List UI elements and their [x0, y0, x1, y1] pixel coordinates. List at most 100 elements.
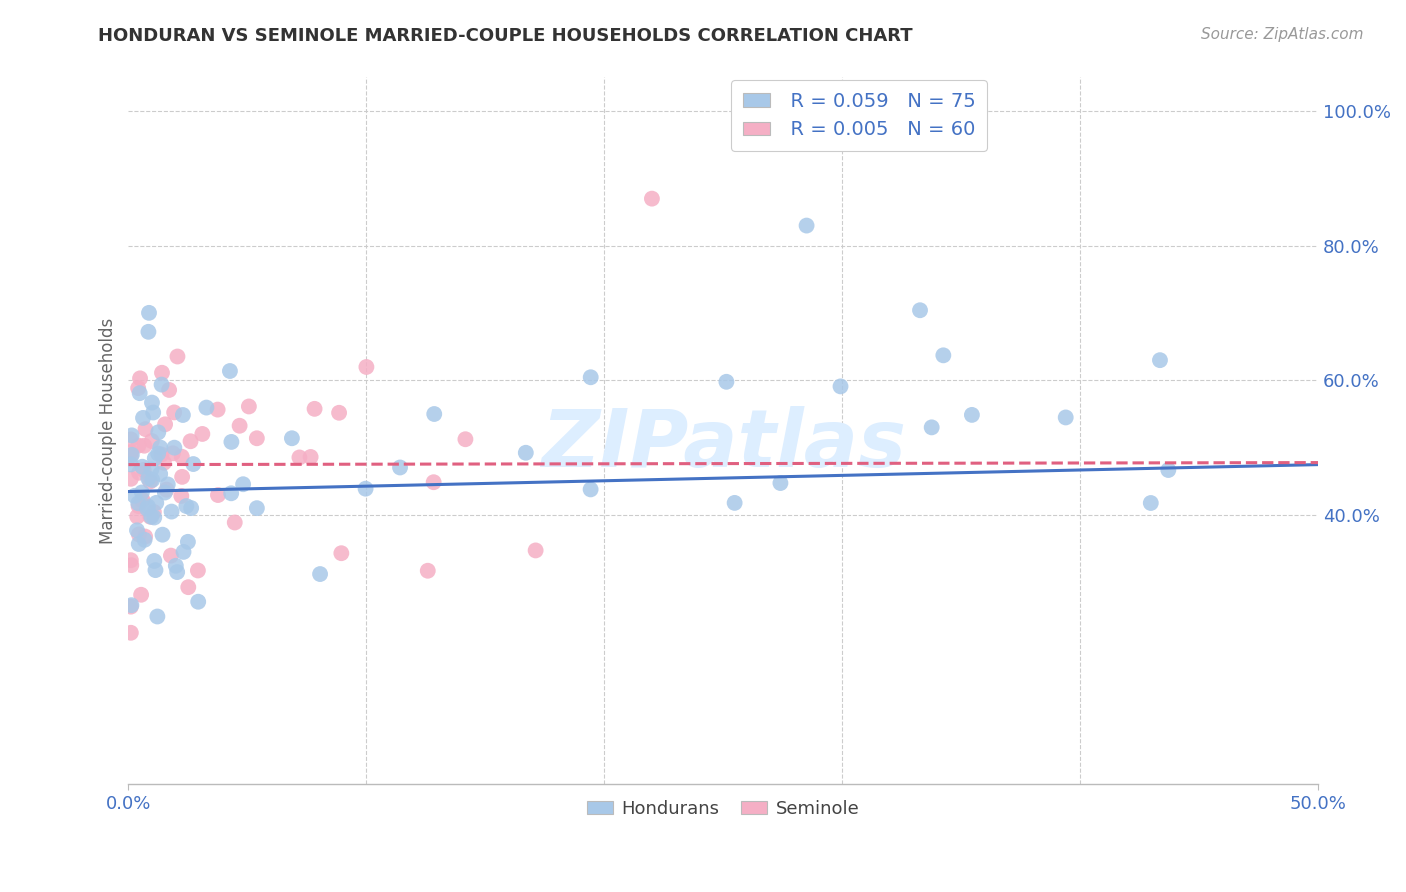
- Text: ZIPatlas: ZIPatlas: [541, 406, 905, 484]
- Point: [124, 489, 146, 503]
- Point: [134, 533, 156, 547]
- Point: [142, 405, 165, 419]
- Point: [153, 456, 176, 470]
- Point: [143, 451, 166, 466]
- Point: [177, 580, 200, 594]
- Point: [166, 350, 188, 364]
- Point: [155, 483, 177, 497]
- Point: [120, 598, 142, 612]
- Point: [141, 509, 163, 524]
- Point: [163, 441, 186, 455]
- Point: [579, 483, 602, 497]
- Point: [134, 422, 156, 436]
- Point: [187, 595, 209, 609]
- Point: [309, 567, 332, 582]
- Legend: Hondurans, Seminole: Hondurans, Seminole: [581, 792, 866, 825]
- Point: [224, 516, 246, 530]
- Point: [166, 565, 188, 579]
- Point: [165, 558, 187, 573]
- Point: [120, 458, 142, 472]
- Point: [156, 477, 179, 491]
- Point: [422, 475, 444, 490]
- Point: [172, 408, 194, 422]
- Point: [515, 446, 537, 460]
- Point: [131, 493, 153, 508]
- Point: [163, 405, 186, 419]
- Point: [136, 471, 159, 485]
- Point: [153, 417, 176, 432]
- Point: [141, 395, 163, 409]
- Point: [299, 450, 322, 464]
- Point: [149, 441, 172, 455]
- Point: [146, 609, 169, 624]
- Point: [423, 407, 446, 421]
- Point: [173, 545, 195, 559]
- Point: [389, 460, 412, 475]
- Point: [120, 433, 142, 447]
- Point: [170, 489, 193, 503]
- Point: [138, 306, 160, 320]
- Text: HONDURAN VS SEMINOLE MARRIED-COUPLE HOUSEHOLDS CORRELATION CHART: HONDURAN VS SEMINOLE MARRIED-COUPLE HOUS…: [98, 27, 912, 45]
- Point: [579, 370, 602, 384]
- Text: Source: ZipAtlas.com: Source: ZipAtlas.com: [1201, 27, 1364, 42]
- Point: [136, 500, 159, 514]
- Point: [180, 501, 202, 516]
- Point: [908, 303, 931, 318]
- Point: [416, 564, 439, 578]
- Point: [125, 524, 148, 538]
- Point: [354, 482, 377, 496]
- Point: [150, 448, 173, 462]
- Point: [524, 543, 547, 558]
- Point: [162, 446, 184, 460]
- Point: [134, 529, 156, 543]
- Point: [120, 558, 142, 573]
- Point: [141, 473, 163, 487]
- Point: [246, 431, 269, 445]
- Point: [127, 509, 149, 524]
- Point: [221, 434, 243, 449]
- Point: [131, 492, 153, 507]
- Point: [131, 485, 153, 500]
- Point: [128, 537, 150, 551]
- Point: [127, 439, 149, 453]
- Point: [134, 439, 156, 453]
- Point: [172, 470, 194, 484]
- Point: [219, 486, 242, 500]
- Point: [128, 386, 150, 401]
- Point: [132, 463, 155, 477]
- Point: [830, 379, 852, 393]
- Point: [769, 476, 792, 491]
- Point: [145, 496, 167, 510]
- Point: [1139, 496, 1161, 510]
- Point: [207, 402, 229, 417]
- Point: [121, 428, 143, 442]
- Point: [143, 510, 166, 524]
- Point: [121, 448, 143, 462]
- Point: [160, 549, 183, 563]
- Point: [153, 485, 176, 500]
- Point: [145, 563, 167, 577]
- Point: [219, 364, 242, 378]
- Point: [152, 527, 174, 541]
- Point: [960, 408, 983, 422]
- Point: [187, 564, 209, 578]
- Point: [131, 459, 153, 474]
- Point: [157, 383, 180, 397]
- Point: [128, 527, 150, 541]
- Point: [246, 501, 269, 516]
- Point: [127, 496, 149, 510]
- Point: [281, 431, 304, 445]
- Point: [148, 425, 170, 440]
- Point: [120, 553, 142, 567]
- Point: [288, 450, 311, 465]
- Point: [232, 477, 254, 491]
- Point: [139, 509, 162, 524]
- Point: [207, 488, 229, 502]
- Point: [150, 366, 173, 380]
- Point: [796, 219, 818, 233]
- Point: [716, 375, 738, 389]
- Point: [129, 371, 152, 385]
- Point: [1157, 463, 1180, 477]
- Point: [141, 434, 163, 448]
- Point: [228, 418, 250, 433]
